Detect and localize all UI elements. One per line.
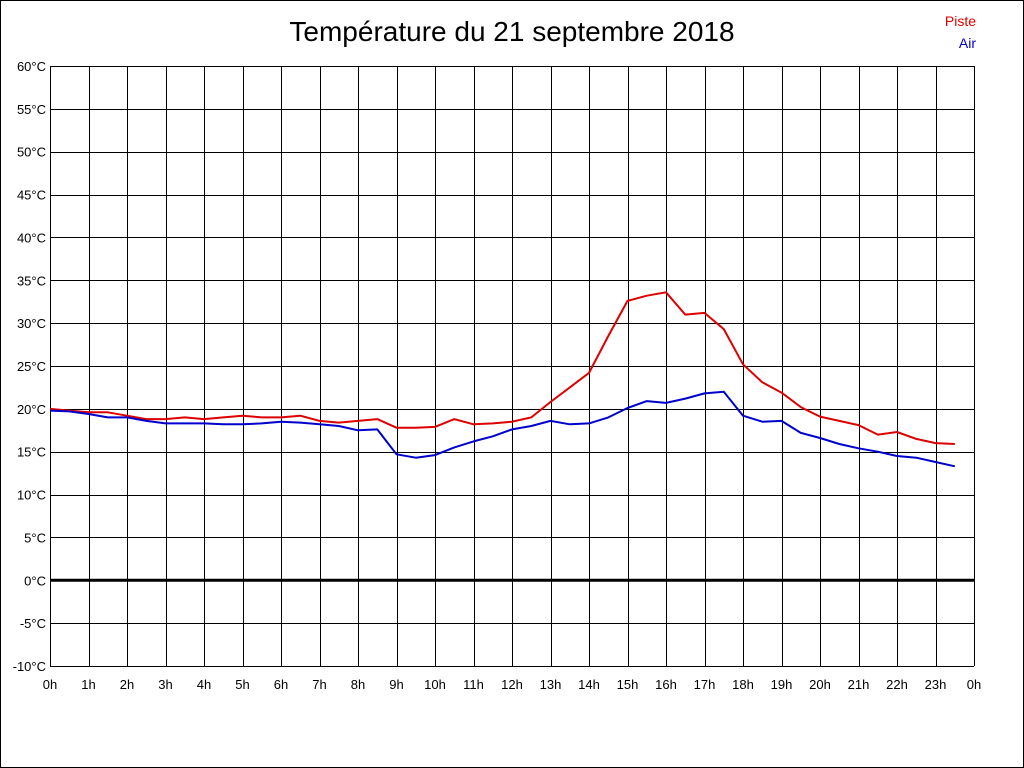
- x-tick-label: 21h: [848, 677, 870, 692]
- y-tick-label: 20°C: [17, 402, 46, 417]
- y-tick-label: 50°C: [17, 145, 46, 160]
- x-tick-label: 5h: [235, 677, 249, 692]
- x-tick-label: 7h: [312, 677, 326, 692]
- x-tick-label: 0h: [43, 677, 57, 692]
- x-tick-label: 13h: [540, 677, 562, 692]
- x-tick-label: 22h: [886, 677, 908, 692]
- x-tick-label: 11h: [463, 677, 484, 692]
- x-tick-label: 8h: [351, 677, 365, 692]
- y-tick-label: -5°C: [20, 616, 46, 631]
- x-tick-label: 6h: [274, 677, 288, 692]
- x-tick-label: 4h: [197, 677, 211, 692]
- x-tick-label: 20h: [809, 677, 831, 692]
- x-tick-label: 16h: [655, 677, 677, 692]
- x-tick-label: 12h: [501, 677, 523, 692]
- x-tick-label: 17h: [694, 677, 716, 692]
- x-tick-label: 0h: [967, 677, 981, 692]
- x-tick-label: 23h: [925, 677, 947, 692]
- x-tick-label: 15h: [617, 677, 639, 692]
- x-tick-label: 10h: [424, 677, 446, 692]
- y-tick-label: 45°C: [17, 188, 46, 203]
- x-tick-label: 19h: [771, 677, 793, 692]
- y-tick-label: 40°C: [17, 230, 46, 245]
- series-line-air: [49, 390, 956, 468]
- y-tick-label: 25°C: [17, 359, 46, 374]
- series-line-piste: [49, 291, 955, 445]
- chart-title: Température du 21 septembre 2018: [289, 16, 735, 47]
- x-tick-label: 9h: [389, 677, 403, 692]
- y-tick-label: 15°C: [17, 445, 46, 460]
- x-tick-label: 1h: [81, 677, 95, 692]
- y-tick-label: 0°C: [24, 573, 46, 588]
- y-tick-label: 5°C: [24, 530, 46, 545]
- y-tick-label: 35°C: [17, 273, 46, 288]
- y-tick-label: 60°C: [17, 59, 46, 74]
- y-tick-label: -10°C: [13, 659, 46, 674]
- y-tick-label: 10°C: [17, 488, 46, 503]
- y-tick-label: 30°C: [17, 316, 46, 331]
- x-tick-label: 2h: [120, 677, 134, 692]
- y-tick-label: 55°C: [17, 102, 46, 117]
- legend-entry-air: Air: [958, 35, 976, 51]
- x-tick-label: 3h: [158, 677, 172, 692]
- legend-entry-piste: Piste: [944, 13, 976, 29]
- x-tick-label: 18h: [732, 677, 754, 692]
- x-tick-label: 14h: [578, 677, 600, 692]
